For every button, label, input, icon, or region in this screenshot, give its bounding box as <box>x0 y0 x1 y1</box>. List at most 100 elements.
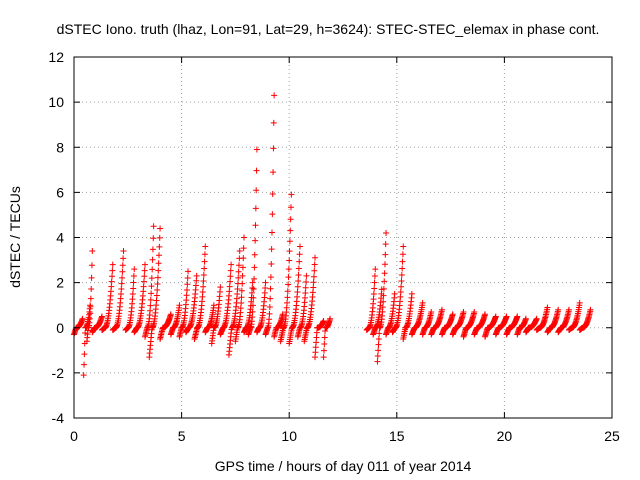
data-points <box>71 92 594 379</box>
data-point <box>370 296 377 303</box>
data-point <box>200 283 207 290</box>
y-tick-label: 4 <box>56 230 64 246</box>
data-point <box>184 275 191 282</box>
data-point <box>81 361 88 368</box>
data-point <box>109 273 116 280</box>
data-point <box>130 285 137 292</box>
data-point <box>296 258 303 265</box>
data-point <box>140 283 147 290</box>
data-point <box>236 248 243 255</box>
data-point <box>296 251 303 258</box>
data-point <box>185 268 192 275</box>
y-tick-label: 10 <box>48 94 64 110</box>
data-point <box>287 204 294 211</box>
data-point <box>514 313 521 320</box>
data-point <box>155 260 162 267</box>
data-point <box>89 248 96 255</box>
data-point <box>108 283 115 290</box>
data-point <box>118 280 125 287</box>
x-tick-label: 0 <box>70 428 78 444</box>
data-point <box>311 261 318 268</box>
data-point <box>285 266 292 273</box>
data-point <box>234 285 241 292</box>
x-tick-labels: 0 5 10 15 20 25 <box>70 428 620 444</box>
data-point <box>382 241 389 248</box>
data-point <box>380 292 387 299</box>
data-point <box>269 191 276 198</box>
data-point <box>376 330 383 337</box>
data-point <box>398 283 405 290</box>
data-point <box>147 296 154 303</box>
data-point <box>522 315 529 322</box>
grid-lines <box>74 57 612 418</box>
data-point <box>284 288 291 295</box>
y-tick-label: 12 <box>48 49 64 65</box>
data-point <box>148 290 155 297</box>
data-point <box>88 274 95 281</box>
data-point <box>154 286 161 293</box>
data-point <box>380 285 387 292</box>
data-point <box>153 297 160 304</box>
data-point <box>87 295 94 302</box>
data-point <box>150 235 157 242</box>
data-point <box>131 266 138 273</box>
data-point <box>176 302 183 309</box>
data-point <box>266 304 273 311</box>
data-point <box>141 267 148 274</box>
data-point <box>147 302 154 309</box>
data-point <box>288 191 295 198</box>
data-point <box>142 261 149 268</box>
y-tick-label: 0 <box>56 320 64 336</box>
data-point <box>285 281 292 288</box>
y-tick-label: -4 <box>52 410 65 426</box>
data-point <box>391 290 398 297</box>
data-point <box>240 255 247 262</box>
data-point <box>201 265 208 272</box>
data-point <box>226 283 233 290</box>
data-point <box>375 341 382 348</box>
data-point <box>217 284 224 291</box>
data-point <box>381 261 388 268</box>
data-point <box>156 243 163 250</box>
data-point <box>295 278 302 285</box>
data-point <box>503 313 510 320</box>
data-point <box>320 317 327 324</box>
data-point <box>253 167 260 174</box>
data-point <box>253 146 260 153</box>
data-point <box>252 237 259 244</box>
data-point <box>310 273 317 280</box>
data-point <box>130 273 137 280</box>
data-point <box>249 302 256 309</box>
data-point <box>201 251 208 258</box>
data-point <box>140 278 147 285</box>
data-point <box>227 273 234 280</box>
data-point <box>380 298 387 305</box>
data-point <box>460 308 467 315</box>
data-point <box>419 299 426 306</box>
data-point <box>238 299 245 306</box>
data-point <box>202 243 209 250</box>
data-point <box>285 274 292 281</box>
x-tick-label: 10 <box>281 428 297 444</box>
data-point <box>82 330 89 337</box>
data-point <box>147 307 154 314</box>
data-point <box>119 262 126 269</box>
data-point <box>88 285 95 292</box>
data-point <box>239 280 246 287</box>
data-point <box>312 254 319 261</box>
data-point <box>200 271 207 278</box>
data-point <box>438 306 445 313</box>
data-point <box>250 285 257 292</box>
x-tick-label: 15 <box>389 428 405 444</box>
data-point <box>371 285 378 292</box>
data-point <box>108 278 115 285</box>
data-point <box>120 248 127 255</box>
data-point <box>408 290 415 297</box>
data-point <box>398 278 405 285</box>
data-point <box>533 315 540 322</box>
data-point <box>302 290 309 297</box>
x-tick-label: 20 <box>497 428 513 444</box>
data-point <box>201 258 208 265</box>
data-point <box>284 294 291 301</box>
data-point <box>241 234 248 241</box>
